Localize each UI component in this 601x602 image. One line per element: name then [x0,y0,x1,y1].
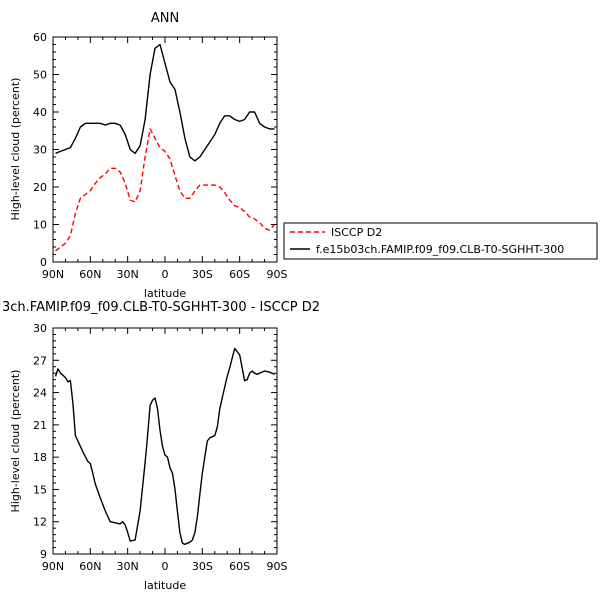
bottom-y-tick-label: 24 [33,387,47,400]
bottom-x-tick-label: 30S [192,560,213,573]
bottom-x-axis-label: latitude [144,579,186,592]
bottom-y-tick-label: 21 [33,419,47,432]
top-y-tick-label: 0 [40,256,47,269]
bottom-chart-title: 3ch.FAMIP.f09_f09.CLB-T0-SGHHT-300 - ISC… [2,300,320,315]
legend-label-model: f.e15b03ch.FAMIP.f09_f09.CLB-T0-SGHHT-30… [316,243,564,256]
top-x-tick-label: 0 [162,268,169,281]
bottom-x-tick-label: 90N [42,560,64,573]
top-series-line-0 [55,128,276,252]
bottom-y-tick-label: 27 [33,354,47,367]
top-x-axis-label: latitude [144,287,186,300]
top-y-tick-label: 20 [33,181,47,194]
top-x-tick-label: 60S [229,268,250,281]
top-y-tick-label: 30 [33,144,47,157]
bottom-y-axis: 9 12 15 18 21 24 27 30 [33,322,277,561]
bottom-series-line-0 [54,347,275,545]
bottom-x-tick-label: 30N [117,560,139,573]
legend-label-isccp: ISCCP D2 [331,226,382,239]
top-x-tick-label: 60N [79,268,101,281]
top-y-axis-label: High-level cloud (percent) [9,78,22,221]
bottom-x-tick-label: 60S [229,560,250,573]
bottom-y-tick-label: 9 [40,548,47,561]
top-x-tick-label: 90N [42,268,64,281]
top-y-tick-label: 40 [33,106,47,119]
bottom-x-tick-label: 0 [162,560,169,573]
top-chart: ANN 0 10 20 30 40 50 60 90N 60N 30N 0 30S 60S 90S la… [9,11,288,300]
top-chart-title: ANN [151,11,179,26]
bottom-x-tick-label: 60N [79,560,101,573]
bottom-x-axis: 90N 60N 30N 0 30S 60S 90S [42,328,288,573]
bottom-chart: 3ch.FAMIP.f09_f09.CLB-T0-SGHHT-300 - ISC… [2,300,320,592]
top-series-line-1 [55,43,275,162]
bottom-y-axis-label: High-level cloud (percent) [9,370,22,513]
bottom-plot-frame [52,327,278,555]
top-x-tick-label: 90S [267,268,288,281]
bottom-y-tick-label: 12 [33,516,47,529]
bottom-x-tick-label: 90S [267,560,288,573]
bottom-y-tick-label: 30 [33,322,47,335]
bottom-series-group [54,347,275,545]
bottom-y-tick-label: 15 [33,483,47,496]
top-y-tick-label: 10 [33,219,47,232]
top-y-tick-label: 50 [33,69,47,82]
top-y-tick-label: 60 [33,31,47,44]
top-x-tick-label: 30S [192,268,213,281]
top-plot-frame [52,36,278,263]
top-series-group [55,43,276,252]
top-x-tick-label: 30N [117,268,139,281]
bottom-y-tick-label: 18 [33,451,47,464]
top-x-axis: 90N 60N 30N 0 30S 60S 90S [42,37,288,281]
legend: ISCCP D2 f.e15b03ch.FAMIP.f09_f09.CLB-T0… [283,222,598,260]
top-y-axis: 0 10 20 30 40 50 60 [33,31,277,269]
legend-box [283,222,598,260]
